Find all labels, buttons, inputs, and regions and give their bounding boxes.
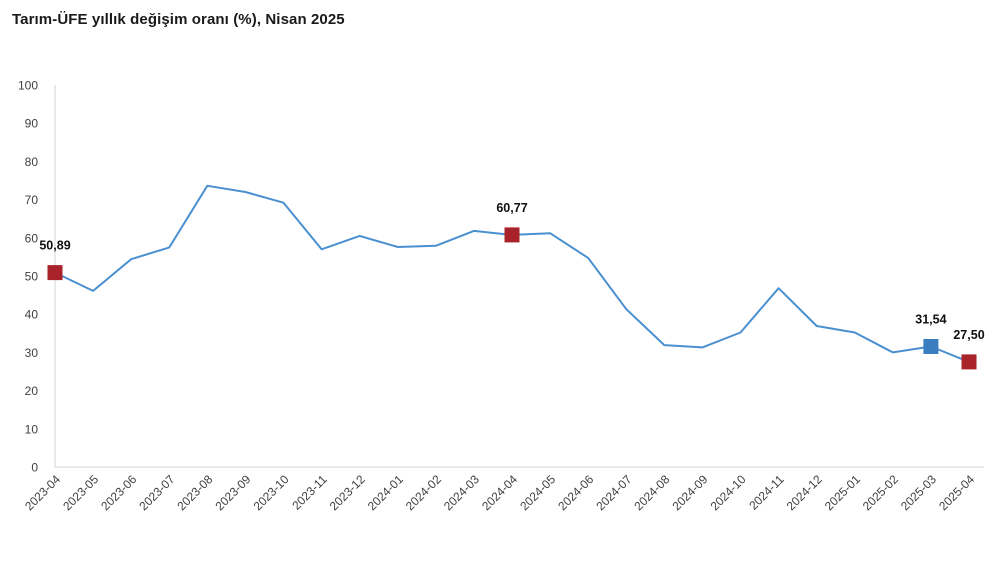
x-tick-label-2023-09: 2023-09 [212, 472, 253, 513]
x-tick-label-2024-09: 2024-09 [669, 472, 710, 513]
data-label-2023-04: 50,89 [39, 239, 70, 253]
marker-2024-04[interactable] [504, 227, 520, 243]
y-tick-label-70: 70 [25, 193, 39, 207]
x-tick-label-2023-05: 2023-05 [60, 472, 101, 513]
x-tick-label-2024-04: 2024-04 [479, 472, 520, 513]
y-tick-label-20: 20 [25, 384, 39, 398]
x-tick-label-2024-03: 2024-03 [441, 472, 482, 513]
marker-2025-04[interactable] [961, 354, 977, 370]
y-tick-label-100: 100 [18, 79, 38, 93]
data-label-2024-04: 60,77 [496, 201, 527, 215]
x-tick-label-2024-08: 2024-08 [631, 472, 672, 513]
x-tick-label-2023-11: 2023-11 [289, 472, 330, 513]
y-tick-label-10: 10 [25, 422, 39, 436]
x-tick-label-2023-07: 2023-07 [136, 472, 177, 513]
y-tick-label-80: 80 [25, 155, 39, 169]
chart-title: Tarım-ÜFE yıllık değişim oranı (%), Nisa… [12, 11, 345, 28]
y-tick-label-90: 90 [25, 117, 39, 131]
x-tick-label-2024-12: 2024-12 [784, 472, 825, 513]
x-tick-label-2023-08: 2023-08 [174, 472, 215, 513]
x-tick-label-2024-07: 2024-07 [593, 472, 634, 513]
x-tick-label-2023-10: 2023-10 [251, 472, 292, 513]
data-label-2025-03: 31,54 [915, 313, 946, 327]
x-tick-label-2025-03: 2025-03 [898, 472, 939, 513]
x-tick-label-2024-01: 2024-01 [365, 472, 406, 513]
x-tick-label-2024-11: 2024-11 [746, 472, 787, 513]
x-tick-label-2023-04: 2023-04 [22, 472, 63, 513]
y-tick-label-50: 50 [25, 270, 39, 284]
y-tick-label-60: 60 [25, 231, 39, 245]
x-tick-label-2024-10: 2024-10 [708, 472, 749, 513]
x-tick-label-2025-02: 2025-02 [860, 472, 901, 513]
x-tick-label-2025-01: 2025-01 [822, 472, 863, 513]
data-label-2025-04: 27,50 [953, 328, 984, 342]
x-tick-label-2024-06: 2024-06 [555, 472, 596, 513]
y-tick-label-30: 30 [25, 346, 39, 360]
marker-2025-03[interactable] [923, 339, 939, 354]
x-tick-label-2023-12: 2023-12 [327, 472, 368, 513]
y-tick-label-40: 40 [25, 308, 39, 322]
y-tick-label-0: 0 [31, 461, 38, 475]
x-tick-label-2023-06: 2023-06 [98, 472, 139, 513]
marker-2023-04[interactable] [47, 265, 63, 281]
axis-lines [54, 85, 984, 468]
x-tick-label-2024-02: 2024-02 [403, 472, 444, 513]
x-tick-label-2024-05: 2024-05 [517, 472, 558, 513]
x-tick-label-2025-04: 2025-04 [936, 472, 977, 513]
